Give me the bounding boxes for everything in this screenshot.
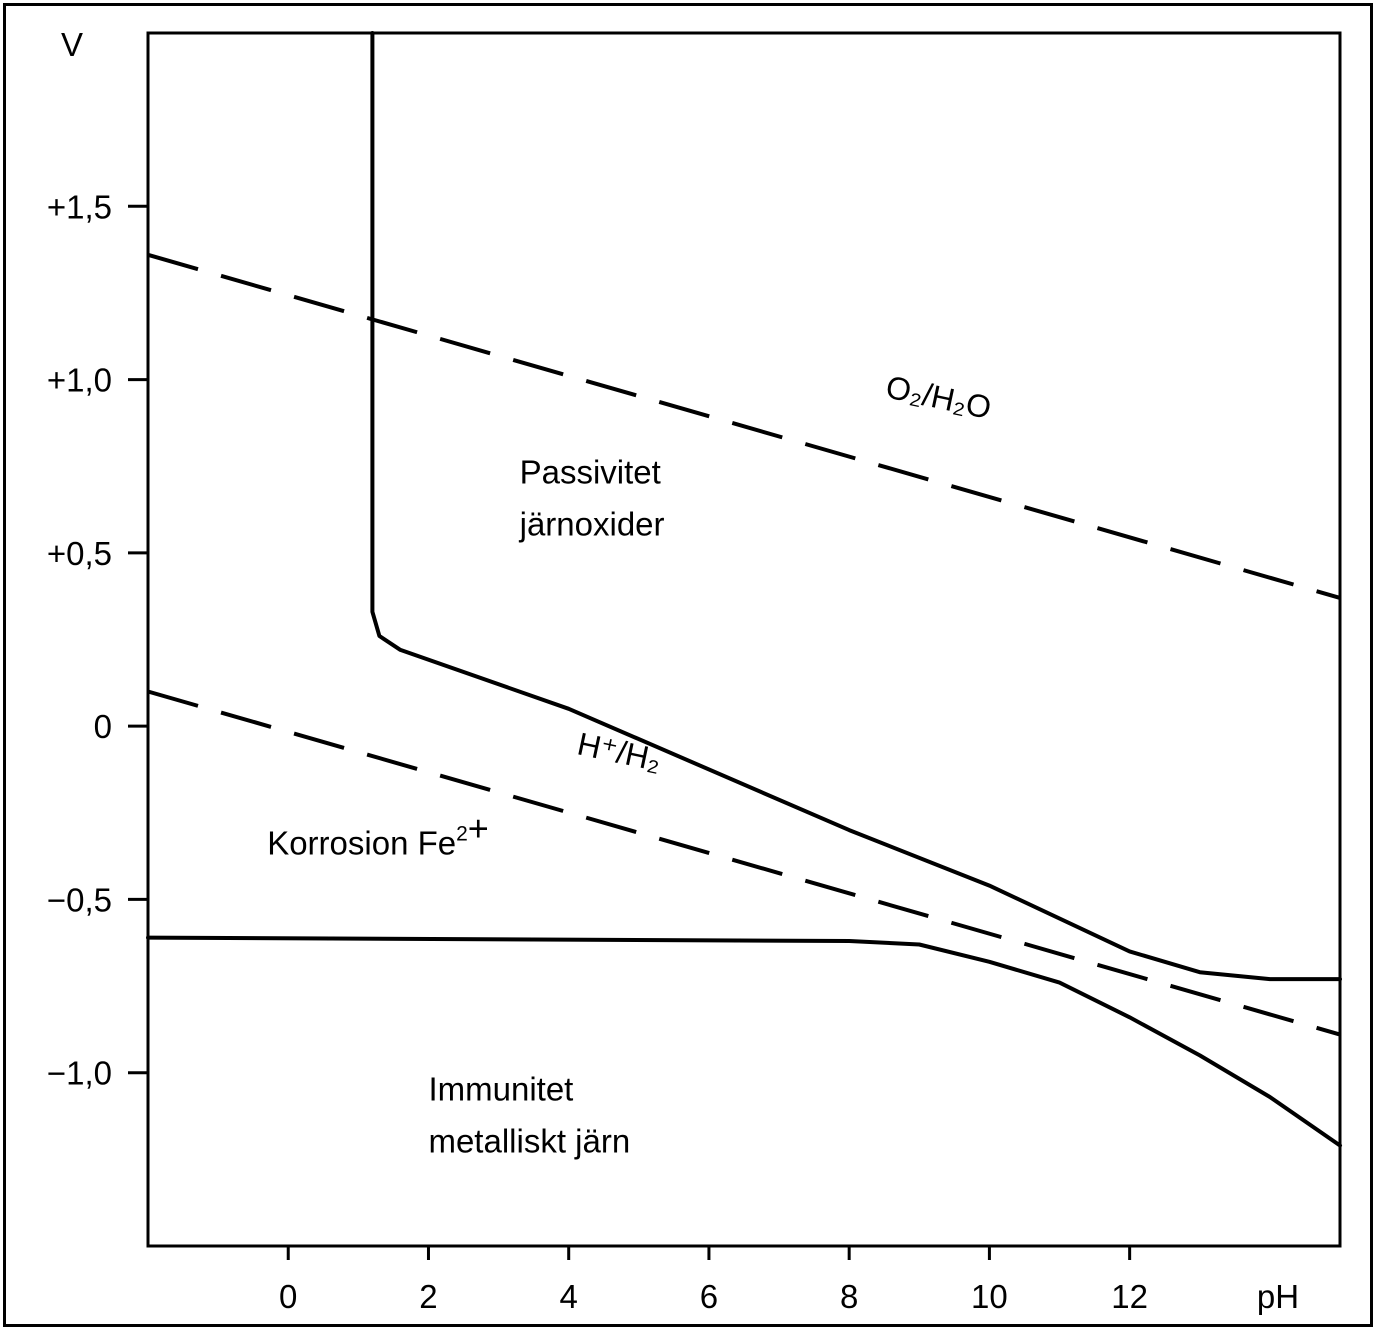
series-line-0	[370, 31, 1342, 982]
x-axis-label: pH	[1257, 1278, 1299, 1315]
x-tick-label-4: 8	[840, 1278, 858, 1315]
x-tick-label-5: 10	[971, 1278, 1008, 1315]
couple-label-4: H⁺/H₂	[574, 726, 664, 779]
series-line-3	[147, 689, 1341, 1037]
x-tick-label-6: 12	[1111, 1278, 1148, 1315]
x-tick-label-2: 4	[560, 1278, 578, 1315]
x-tick-label-3: 6	[700, 1278, 718, 1315]
y-tick-label-0: +1,5	[47, 188, 112, 225]
y-tick-label-4: −0,5	[47, 881, 112, 918]
chart-frame	[3, 3, 1373, 1327]
region-label-0: Passivitet järnoxider	[519, 454, 665, 543]
plot-area	[146, 31, 1342, 1248]
y-tick-label-3: 0	[94, 708, 112, 745]
region-label-1: Immunitet metalliskt järn	[428, 1070, 630, 1159]
series-line-2	[147, 252, 1341, 600]
y-axis-label: V	[61, 26, 83, 63]
x-tick-label-0: 0	[279, 1278, 297, 1315]
y-tick-label-5: −1,0	[47, 1055, 112, 1092]
series-line-1	[146, 935, 1342, 1148]
region-label-2: Korrosion Fe2+	[267, 807, 489, 861]
y-tick-label-1: +1,0	[47, 362, 112, 399]
y-tick-label-2: +0,5	[47, 535, 112, 572]
couple-label-3: O₂/H₂O	[883, 369, 995, 426]
x-tick-label-1: 2	[419, 1278, 437, 1315]
